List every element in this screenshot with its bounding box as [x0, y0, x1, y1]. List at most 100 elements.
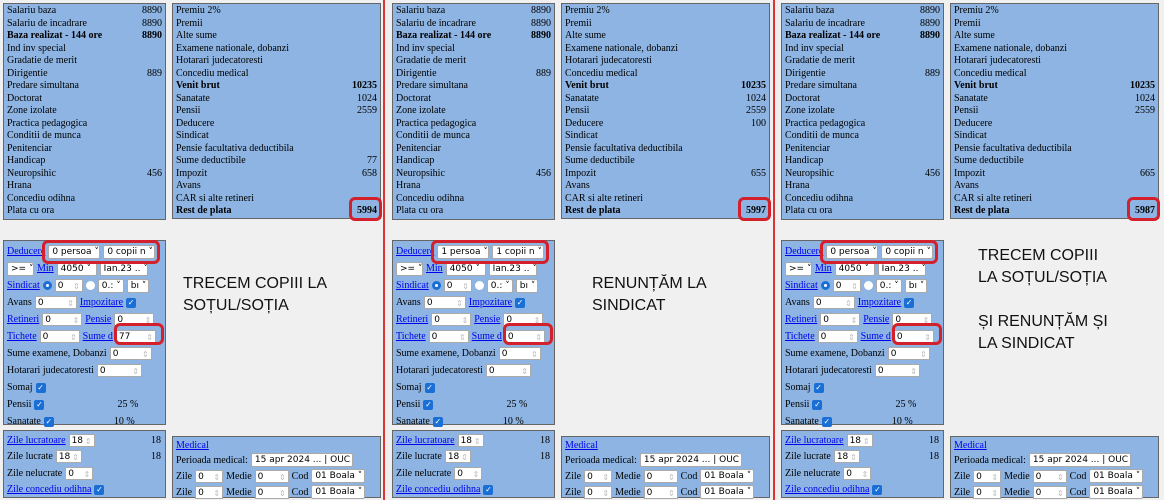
zile-lucrate-input[interactable]: 18 — [55, 450, 82, 464]
avans-input[interactable]: 0 — [423, 296, 466, 310]
sindicat-percent-radio[interactable] — [863, 281, 873, 290]
min-link[interactable]: Min — [37, 263, 54, 274]
operator-select[interactable]: >= ˅ — [785, 261, 812, 276]
sindicat-link[interactable]: Sindicat — [785, 280, 818, 291]
zile-input[interactable]: 0 — [973, 485, 1002, 500]
sindicat-input[interactable]: 0 — [443, 279, 472, 293]
sume-deductibile-link[interactable]: Sume d — [82, 331, 113, 342]
pensie-link[interactable]: Pensie — [863, 314, 890, 325]
medical-link[interactable]: Medical — [176, 439, 209, 451]
sindicat-percent-select[interactable]: 0.: ˅ — [97, 278, 124, 293]
cod-select[interactable]: 01 Boala ˅ — [700, 485, 755, 499]
impozitare-link[interactable]: Impozitare — [79, 297, 124, 308]
children-select[interactable]: 1 copii n ˅ — [492, 244, 545, 259]
pensii-checkbox[interactable]: ✓ — [423, 399, 434, 410]
medie-input[interactable]: 0 — [254, 469, 289, 484]
deducere-link[interactable]: Deducere — [396, 246, 435, 257]
sindicat-input[interactable]: 0 — [54, 279, 83, 293]
zile-concediu-odihna-link[interactable]: Zile concediu odihna — [396, 484, 481, 496]
zile-input[interactable]: 0 — [584, 469, 613, 484]
somaj-checkbox[interactable]: ✓ — [424, 382, 435, 393]
perioada-select[interactable]: 15 apr 2024 ... | OUC ˅ — [1028, 453, 1131, 467]
sindicat-fixed-radio[interactable] — [431, 281, 441, 290]
perioada-select[interactable]: 15 apr 2024 ... | OUC ˅ — [639, 453, 742, 467]
medie-input[interactable]: 0 — [1032, 469, 1067, 484]
zile-lucrate-input[interactable]: 18 — [833, 450, 860, 464]
medie-input[interactable]: 0 — [643, 469, 678, 484]
tichete-input[interactable]: 0 — [428, 330, 469, 344]
sanatate-checkbox[interactable]: ✓ — [43, 416, 54, 427]
retineri-input[interactable]: 0 — [820, 313, 861, 327]
retineri-link[interactable]: Retineri — [785, 314, 818, 325]
zile-lucratoare-link[interactable]: Zile lucratoare — [785, 434, 844, 446]
medical-link[interactable]: Medical — [954, 439, 987, 451]
somaj-checkbox[interactable]: ✓ — [813, 382, 824, 393]
somaj-checkbox[interactable]: ✓ — [35, 382, 46, 393]
hotarari-input[interactable]: 0 — [874, 364, 920, 378]
pensie-link[interactable]: Pensie — [85, 314, 112, 325]
zile-lucratoare-input[interactable]: 18 — [457, 433, 484, 448]
persons-select[interactable]: 1 persoa ˅ — [437, 244, 490, 259]
children-select[interactable]: 0 copii n ˅ — [881, 244, 934, 259]
deducere-link[interactable]: Deducere — [7, 246, 46, 257]
examene-input[interactable]: 0 — [498, 347, 541, 361]
sindicat-fixed-radio[interactable] — [42, 281, 52, 290]
cod-select[interactable]: 01 Boala ˅ — [311, 469, 366, 483]
zile-input[interactable]: 0 — [584, 485, 613, 500]
medie-input[interactable]: 0 — [254, 485, 289, 500]
tichete-link[interactable]: Tichete — [785, 331, 815, 342]
zile-concediu-odihna-link[interactable]: Zile concediu odihna — [7, 484, 92, 496]
persons-select[interactable]: 0 persoa ˅ — [48, 244, 101, 259]
sindicat-base-select[interactable]: bı ˅ — [515, 278, 538, 293]
deducere-link[interactable]: Deducere — [785, 246, 824, 257]
hotarari-input[interactable]: 0 — [96, 364, 142, 378]
sindicat-base-select[interactable]: bı ˅ — [904, 278, 927, 293]
zile-lucratoare-link[interactable]: Zile lucratoare — [396, 434, 455, 446]
impozitare-checkbox[interactable]: ✓ — [126, 297, 137, 308]
retineri-input[interactable]: 0 — [431, 313, 472, 327]
zile-nelucrate-input[interactable]: 0 — [454, 466, 483, 481]
zile-lucratoare-input[interactable]: 18 — [846, 433, 873, 448]
zile-concediu-odihna-link[interactable]: Zile concediu odihna — [785, 484, 870, 496]
retineri-link[interactable]: Retineri — [396, 314, 429, 325]
sindicat-input[interactable]: 0 — [832, 279, 861, 293]
medical-link[interactable]: Medical — [565, 439, 598, 451]
cod-select[interactable]: 01 Boala ˅ — [700, 469, 755, 483]
min-link[interactable]: Min — [426, 263, 443, 274]
concediu-odihna-checkbox[interactable]: ✓ — [483, 484, 494, 495]
sindicat-percent-radio[interactable] — [85, 281, 95, 290]
sanatate-checkbox[interactable]: ✓ — [821, 416, 832, 427]
sindicat-link[interactable]: Sindicat — [7, 280, 40, 291]
zile-input[interactable]: 0 — [973, 469, 1002, 484]
medie-input[interactable]: 0 — [643, 485, 678, 500]
tichete-input[interactable]: 0 — [39, 330, 80, 344]
cod-select[interactable]: 01 Boala ˅ — [1089, 469, 1144, 483]
sindicat-percent-radio[interactable] — [474, 281, 484, 290]
operator-select[interactable]: >= ˅ — [7, 261, 34, 276]
concediu-odihna-checkbox[interactable]: ✓ — [872, 484, 883, 495]
avans-input[interactable]: 0 — [812, 296, 855, 310]
tichete-input[interactable]: 0 — [817, 330, 858, 344]
children-select[interactable]: 0 copii n ˅ — [103, 244, 156, 259]
impozitare-link[interactable]: Impozitare — [857, 297, 902, 308]
zile-lucratoare-link[interactable]: Zile lucratoare — [7, 434, 66, 446]
retineri-input[interactable]: 0 — [42, 313, 83, 327]
pensii-checkbox[interactable]: ✓ — [34, 399, 45, 410]
hotarari-input[interactable]: 0 — [485, 364, 531, 378]
tichete-link[interactable]: Tichete — [396, 331, 426, 342]
zile-input[interactable]: 0 — [195, 469, 224, 484]
sindicat-percent-select[interactable]: 0.: ˅ — [486, 278, 513, 293]
tichete-link[interactable]: Tichete — [7, 331, 37, 342]
impozitare-checkbox[interactable]: ✓ — [515, 297, 526, 308]
sindicat-fixed-radio[interactable] — [820, 281, 830, 290]
examene-input[interactable]: 0 — [109, 347, 152, 361]
sanatate-checkbox[interactable]: ✓ — [432, 416, 443, 427]
concediu-odihna-checkbox[interactable]: ✓ — [94, 484, 105, 495]
impozitare-link[interactable]: Impozitare — [468, 297, 513, 308]
perioada-select[interactable]: 15 apr 2024 ... | OUC ˅ — [250, 453, 353, 467]
sindicat-link[interactable]: Sindicat — [396, 280, 429, 291]
operator-select[interactable]: >= ˅ — [396, 261, 423, 276]
sindicat-base-select[interactable]: bı ˅ — [126, 278, 149, 293]
examene-input[interactable]: 0 — [887, 347, 930, 361]
zile-lucratoare-input[interactable]: 18 — [68, 433, 95, 448]
